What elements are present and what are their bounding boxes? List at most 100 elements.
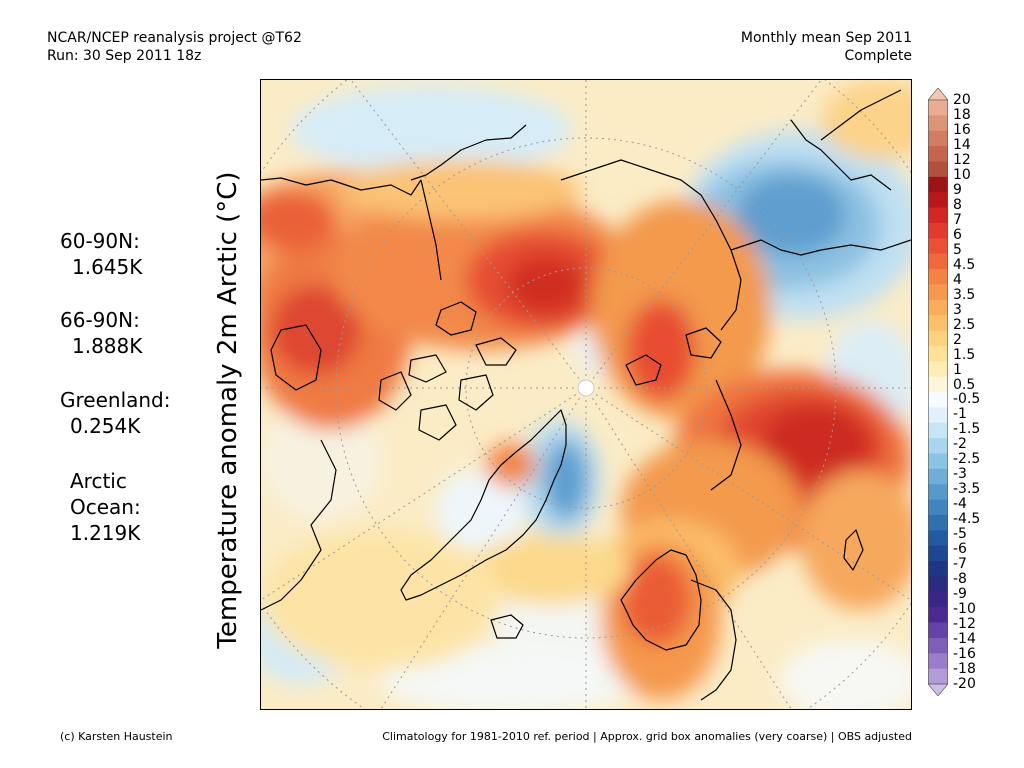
colorbar-bottom-arrow xyxy=(928,683,948,696)
colorbar-swatch xyxy=(928,192,948,209)
model-title: NCAR/NCEP reanalysis project @T62 xyxy=(47,30,302,46)
colorbar-tick-label: 0.5 xyxy=(953,376,976,393)
colorbar-tick-label: -3.5 xyxy=(953,481,981,498)
stat-60-90n: 60-90N: 1.645K xyxy=(60,228,142,280)
colorbar-swatch xyxy=(928,637,948,654)
coastlines xyxy=(261,89,911,701)
colorbar-swatch xyxy=(928,100,948,116)
header-left: NCAR/NCEP reanalysis project @T62 Run: 3… xyxy=(47,29,302,65)
colorbar-top-arrow xyxy=(928,88,948,101)
colorbar-swatch xyxy=(928,453,948,470)
colorbar-swatch xyxy=(928,345,948,362)
stat-66-90n: 66-90N: 1.888K xyxy=(60,307,142,359)
colorbar-swatch xyxy=(928,653,948,670)
colorbar-tick-label: -2 xyxy=(953,436,967,453)
colorbar-tick-label: 7 xyxy=(953,211,962,228)
colorbar-tick-label: -9 xyxy=(953,586,967,603)
colorbar-tick-label: -20 xyxy=(953,676,976,692)
colorbar-tick-label: -16 xyxy=(953,646,976,663)
colorbar-tick-label: 5 xyxy=(953,241,962,258)
colorbar-tick-label: 20 xyxy=(953,92,971,108)
colorbar-tick-label: 3.5 xyxy=(953,286,976,303)
colorbar-tick-label: 2.5 xyxy=(953,316,976,333)
colorbar-swatch xyxy=(928,484,948,501)
colorbar-swatch xyxy=(928,284,948,301)
colorbar-swatch xyxy=(928,269,948,285)
stat-label: 66-90N: xyxy=(60,308,140,332)
colorbar-tick-label: -3 xyxy=(953,466,967,483)
stat-label: 60-90N: xyxy=(60,229,140,253)
colorbar-swatch xyxy=(928,407,948,424)
run-time: Run: 30 Sep 2011 18z xyxy=(47,48,202,64)
colorbar-swatch xyxy=(928,299,948,316)
stat-value: 1.219K xyxy=(70,521,141,545)
colorbar-swatch xyxy=(928,392,948,408)
colorbar-tick-label: 16 xyxy=(953,121,971,138)
colorbar-tick-label: 4 xyxy=(953,271,962,288)
colorbar-swatch xyxy=(928,607,948,624)
colorbar xyxy=(928,88,948,696)
colorbar-swatch xyxy=(928,315,948,332)
colorbar-tick-label: -8 xyxy=(953,571,967,588)
colorbar-tick-label: -4 xyxy=(953,496,967,513)
colorbar-tick-label: -2.5 xyxy=(953,451,981,468)
colorbar-frame xyxy=(928,99,948,685)
axis-label: Temperature anomaly 2m Arctic (°C) xyxy=(213,171,243,649)
colorbar-swatch xyxy=(928,576,948,593)
colorbar-swatch xyxy=(928,146,948,162)
colorbar-tick-label: -14 xyxy=(953,631,976,648)
status-text: Complete xyxy=(844,48,912,64)
stat-value: 1.645K xyxy=(72,255,143,279)
colorbar-swatch xyxy=(928,530,948,547)
colorbar-tick-label: -6 xyxy=(953,541,967,558)
stat-greenland: Greenland: 0.254K xyxy=(60,387,171,439)
colorbar-swatch xyxy=(928,361,948,378)
colorbar-tick-label: -1 xyxy=(953,406,967,423)
colorbar-swatch xyxy=(928,238,948,255)
graticule xyxy=(261,80,911,709)
colorbar-tick-label: -12 xyxy=(953,616,976,633)
colorbar-tick-label: 9 xyxy=(953,181,962,198)
colorbar-swatch xyxy=(928,130,948,147)
colorbar-tick-label: -18 xyxy=(953,661,976,678)
colorbar-tick-label: -5 xyxy=(953,526,967,543)
colorbar-tick-label: 1 xyxy=(953,361,962,378)
stat-label: Greenland: xyxy=(60,388,171,412)
colorbar-tick-label: 4.5 xyxy=(953,256,976,273)
credit-text: (c) Karsten Haustein xyxy=(60,730,173,743)
colorbar-swatch xyxy=(928,330,948,347)
colorbar-swatch xyxy=(928,422,948,439)
colorbar-swatch xyxy=(928,207,948,224)
colorbar-tick-label: -7 xyxy=(953,556,967,573)
map-svg xyxy=(261,80,911,709)
anomaly-map xyxy=(260,79,912,710)
colorbar-swatch xyxy=(928,591,948,608)
colorbar-swatch xyxy=(928,622,948,639)
header-right: Monthly mean Sep 2011 Complete xyxy=(741,29,912,65)
colorbar-swatch xyxy=(928,161,948,178)
colorbar-tick-label: 1.5 xyxy=(953,346,976,363)
period-title: Monthly mean Sep 2011 xyxy=(740,30,912,46)
colorbar-tick-label: -10 xyxy=(953,601,976,618)
colorbar-swatch xyxy=(928,545,948,562)
colorbar-tick-label: -4.5 xyxy=(953,511,981,528)
colorbar-swatch xyxy=(928,115,948,132)
colorbar-swatch xyxy=(928,668,948,685)
colorbar-swatch xyxy=(928,253,948,270)
colorbar-swatch xyxy=(928,468,948,485)
colorbar-tick-label: -0.5 xyxy=(953,391,981,408)
colorbar-swatch xyxy=(928,222,948,239)
colorbar-swatch xyxy=(928,561,948,577)
stat-value: 1.888K xyxy=(72,334,143,358)
colorbar-tick-label: -1.5 xyxy=(953,421,981,438)
stat-value: 0.254K xyxy=(70,414,141,438)
colorbar-tick-label: 6 xyxy=(953,226,962,243)
pole-marker xyxy=(577,379,595,397)
colorbar-tick-label: 3 xyxy=(953,301,962,318)
colorbar-tick-label: 18 xyxy=(953,106,971,123)
footnote-text: Climatology for 1981-2010 ref. period | … xyxy=(382,730,912,743)
stat-arctic-ocean: Arctic Ocean: 1.219K xyxy=(60,468,141,546)
colorbar-swatch xyxy=(928,176,948,193)
colorbar-tick-label: 2 xyxy=(953,331,962,348)
colorbar-tick-label: 10 xyxy=(953,166,971,183)
